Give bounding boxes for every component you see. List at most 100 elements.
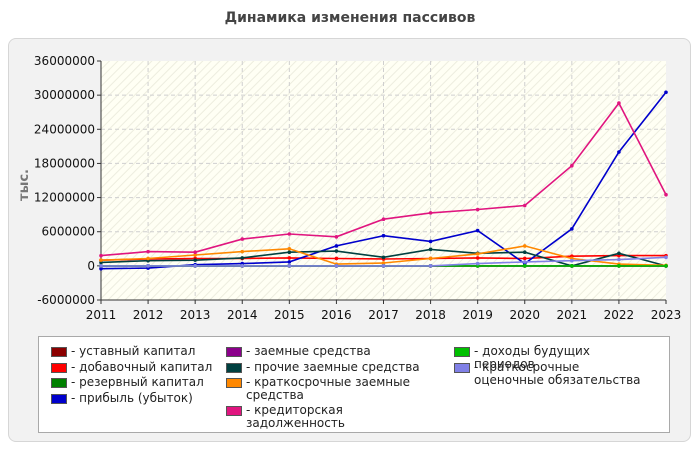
data-point xyxy=(287,256,292,260)
legend-label: - уставный капитал xyxy=(71,344,196,358)
data-point xyxy=(428,264,433,268)
legend-swatch xyxy=(226,347,242,357)
x-tick-label: 2013 xyxy=(180,308,211,322)
x-tick-label: 2016 xyxy=(321,308,352,322)
data-point xyxy=(617,101,621,105)
data-point xyxy=(193,264,197,268)
legend-swatch xyxy=(51,378,67,388)
x-tick-label: 2011 xyxy=(86,308,117,322)
data-point xyxy=(570,227,574,231)
y-axis-label: тыс. xyxy=(17,169,32,201)
y-tick-label: 24000000 xyxy=(34,122,95,136)
x-tick-label: 2019 xyxy=(462,308,493,322)
legend-item: - доходы будущих периодов xyxy=(454,345,649,371)
legend-label: - прибыль (убыток) xyxy=(71,390,193,405)
data-point xyxy=(428,256,433,261)
legend-item: - краткосрочные заемные средства xyxy=(226,376,421,402)
legend-item: - заемные средства xyxy=(226,345,421,358)
data-point xyxy=(475,252,480,256)
x-tick-label: 2018 xyxy=(415,308,446,322)
data-point xyxy=(240,264,245,268)
y-tick-label: 6000000 xyxy=(42,225,95,239)
chart-title: Динамика изменения пассивов xyxy=(224,10,476,26)
data-point xyxy=(570,163,574,168)
legend-swatch xyxy=(51,362,67,373)
series-lines xyxy=(99,90,668,271)
data-point xyxy=(381,255,386,260)
legend: - уставный капитал - добавочный капитал - … xyxy=(38,336,670,433)
x-tick-label: 2015 xyxy=(274,308,305,322)
data-point xyxy=(664,264,668,268)
y-tick-label: 30000000 xyxy=(34,88,95,102)
legend-item: - прибыль (убыток) xyxy=(51,390,246,405)
legend-item: - прочие заемные средства xyxy=(226,359,421,374)
legend-swatch xyxy=(51,393,67,404)
y-tick-label: -6000000 xyxy=(37,293,95,307)
data-point xyxy=(381,264,386,268)
legend-swatch xyxy=(454,347,470,357)
data-point xyxy=(240,249,245,254)
data-point xyxy=(475,261,480,266)
data-point xyxy=(193,253,197,257)
data-point xyxy=(381,233,386,238)
data-point xyxy=(617,150,621,154)
legend-swatch xyxy=(454,362,470,373)
data-point xyxy=(146,256,150,261)
data-point xyxy=(522,256,527,261)
data-point xyxy=(193,258,197,262)
data-point xyxy=(146,264,150,268)
data-point xyxy=(617,257,621,262)
data-point xyxy=(99,264,103,268)
x-tick-label: 2012 xyxy=(133,308,164,322)
legend-item: - уставный капитал xyxy=(51,345,246,358)
data-point xyxy=(287,260,292,264)
data-point xyxy=(475,256,480,260)
data-point xyxy=(570,264,574,268)
x-tick-label: 2017 xyxy=(368,308,399,322)
data-point xyxy=(99,253,103,258)
legend-item: - добавочный капитал xyxy=(51,359,246,374)
legend-label: - заемные средства xyxy=(246,344,371,358)
x-tick-label: 2020 xyxy=(509,308,540,322)
data-point xyxy=(334,244,339,248)
legend-swatch xyxy=(51,347,67,357)
legend-item: - кредиторская задолженность xyxy=(226,404,421,430)
data-point xyxy=(193,250,197,254)
data-point xyxy=(428,211,433,215)
x-tick-label: 2014 xyxy=(227,308,258,322)
data-point xyxy=(287,264,292,268)
legend-swatch xyxy=(226,362,242,373)
data-point xyxy=(475,228,480,233)
data-point xyxy=(146,249,150,254)
data-point xyxy=(664,192,668,197)
data-point xyxy=(522,203,527,208)
data-point xyxy=(334,235,339,239)
legend-swatch xyxy=(226,378,242,388)
y-tick-label: 0 xyxy=(87,259,95,273)
data-point xyxy=(570,258,574,263)
data-point xyxy=(99,266,103,271)
x-tick-label: 2021 xyxy=(557,308,588,322)
data-point xyxy=(334,256,339,261)
data-point xyxy=(381,217,386,221)
legend-label: - прочие заемные средства xyxy=(246,359,420,374)
data-point xyxy=(334,264,339,268)
data-point xyxy=(334,249,339,253)
legend-item: - краткосрочные оценочные обязательства xyxy=(454,360,649,387)
legend-label: - краткосрочные заемные средства xyxy=(246,375,410,402)
data-point xyxy=(287,246,292,251)
legend-label: - доходы будущих периодов xyxy=(474,344,590,371)
data-point xyxy=(664,90,668,95)
data-point xyxy=(287,250,292,254)
data-point xyxy=(381,261,386,265)
data-point xyxy=(617,251,621,256)
axes: -6000000 0 6000000 12000000 18000000 24000000… xyxy=(34,54,681,322)
data-point xyxy=(522,250,527,254)
legend-label: - кредиторская задолженность xyxy=(246,403,345,430)
data-point xyxy=(99,258,103,262)
data-point xyxy=(287,232,292,236)
data-point xyxy=(240,256,245,260)
legend-label: - добавочный капитал xyxy=(71,359,213,374)
data-point xyxy=(617,264,621,268)
